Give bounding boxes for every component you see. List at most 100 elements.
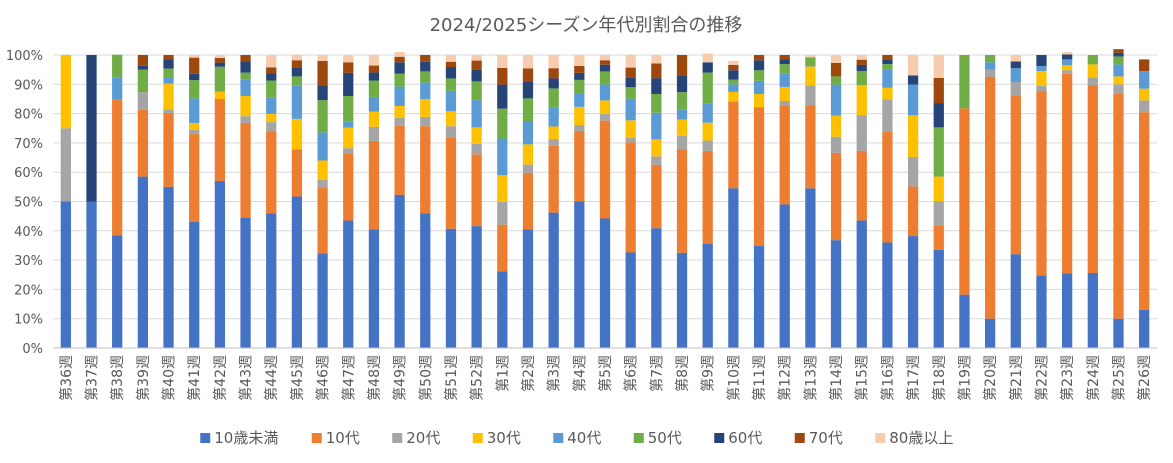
bar-segment xyxy=(368,72,380,81)
x-tick-label: 第48週 xyxy=(366,355,383,401)
x-tick-label: 第45週 xyxy=(289,355,306,401)
bar-segment xyxy=(368,111,380,127)
x-tick-label: 第19週 xyxy=(956,355,973,401)
bar-segment xyxy=(651,93,662,113)
bar-segment xyxy=(317,188,328,254)
bar-segment xyxy=(214,98,226,181)
legend-swatch xyxy=(200,433,211,443)
x-tick-label: 第20週 xyxy=(982,355,999,401)
bar-segment xyxy=(1036,55,1047,67)
bar-segment xyxy=(702,62,713,73)
bar-segment xyxy=(420,71,431,83)
y-tick-label: 70% xyxy=(14,137,43,152)
x-tick-label: 第13週 xyxy=(802,355,819,401)
bar-segment xyxy=(651,164,662,229)
bar-segment xyxy=(266,73,277,81)
bar-segment xyxy=(368,96,380,112)
bar-segment xyxy=(1062,54,1073,60)
bar-segment xyxy=(497,224,508,272)
y-tick-label: 60% xyxy=(14,166,43,181)
legend-label: 70代 xyxy=(809,429,843,447)
bar-segment xyxy=(394,73,405,87)
legend-swatch xyxy=(794,433,805,443)
bar-segment xyxy=(702,140,713,151)
bar-segment xyxy=(189,134,200,223)
bar-segment xyxy=(728,70,739,80)
x-tick-label: 第47週 xyxy=(340,355,357,401)
bar-segment xyxy=(830,55,842,63)
x-tick-label: 第3週 xyxy=(546,355,563,392)
bar-segment xyxy=(163,59,174,69)
bar-segment xyxy=(137,55,148,66)
bar-segment xyxy=(420,61,431,72)
x-tick-label: 第25週 xyxy=(1110,355,1127,401)
x-tick-label: 第43週 xyxy=(238,355,255,401)
bar-segment xyxy=(317,132,328,161)
bar-segment xyxy=(599,84,611,101)
bar-segment xyxy=(471,55,482,61)
bar-segment xyxy=(907,84,919,116)
bar-segment xyxy=(445,90,457,112)
bar-segment xyxy=(471,100,482,128)
legend-swatch xyxy=(472,433,483,443)
bar-segment xyxy=(882,55,893,60)
bar-segment xyxy=(112,235,123,348)
bar-segment xyxy=(907,236,919,348)
bar-segment xyxy=(240,55,251,62)
bar-segment xyxy=(60,128,71,202)
bar-segment xyxy=(343,55,354,63)
bar-segment xyxy=(625,120,636,138)
bar-segment xyxy=(676,252,688,348)
bar-segment xyxy=(676,149,688,253)
bar-segment xyxy=(856,115,867,151)
x-tick-label: 第16週 xyxy=(879,355,896,401)
bar-segment xyxy=(266,67,277,74)
bar-segment xyxy=(240,96,251,117)
bar-segment xyxy=(805,64,816,67)
bar-segment xyxy=(856,220,867,348)
x-tick-label: 第49週 xyxy=(392,355,409,401)
bar-segment xyxy=(343,220,354,348)
bar-segment xyxy=(651,78,662,94)
bar-segment xyxy=(471,226,482,348)
chart-title: 2024/2025シーズン年代別割合の推移 xyxy=(430,15,743,36)
bar-segment xyxy=(343,121,354,128)
bar-segment xyxy=(882,59,893,65)
legend-swatch xyxy=(875,433,886,443)
bar-segment xyxy=(368,140,380,230)
bar-segment xyxy=(522,81,534,99)
bar-segment xyxy=(779,204,790,348)
bar-segment xyxy=(522,144,534,165)
bar-segment xyxy=(907,75,919,85)
bar-segment xyxy=(574,93,585,107)
bar-segment xyxy=(368,55,380,66)
bar-segment xyxy=(1010,254,1021,348)
bar-segment xyxy=(1139,59,1150,72)
bar-segment xyxy=(394,62,405,74)
x-tick-label: 第6週 xyxy=(623,355,640,392)
bar-segment xyxy=(343,148,354,154)
bar-segment xyxy=(1113,52,1124,57)
legend-label: 60代 xyxy=(728,429,762,447)
bar-segment xyxy=(574,65,585,73)
bar-segment xyxy=(394,105,405,118)
x-tick-label: 第1週 xyxy=(494,355,511,392)
bar-segment xyxy=(317,160,328,180)
bar-segment xyxy=(445,137,457,229)
bar-segment xyxy=(317,55,328,61)
bar-segment xyxy=(445,111,457,127)
x-tick-label: 第42週 xyxy=(212,355,229,401)
bar-segment xyxy=(753,70,765,81)
bar-segment xyxy=(882,132,893,243)
bar-segment xyxy=(1087,64,1098,78)
bar-segment xyxy=(651,63,662,79)
x-tick-label: 第10週 xyxy=(725,355,742,401)
bar-segment xyxy=(497,175,508,202)
bar-segment xyxy=(599,64,611,72)
bar-segment xyxy=(830,240,842,348)
y-tick-label: 100% xyxy=(6,49,43,64)
bar-segment xyxy=(779,55,790,60)
bar-segment xyxy=(1062,52,1073,55)
bar-segment xyxy=(651,228,662,348)
legend-swatch xyxy=(553,433,564,443)
